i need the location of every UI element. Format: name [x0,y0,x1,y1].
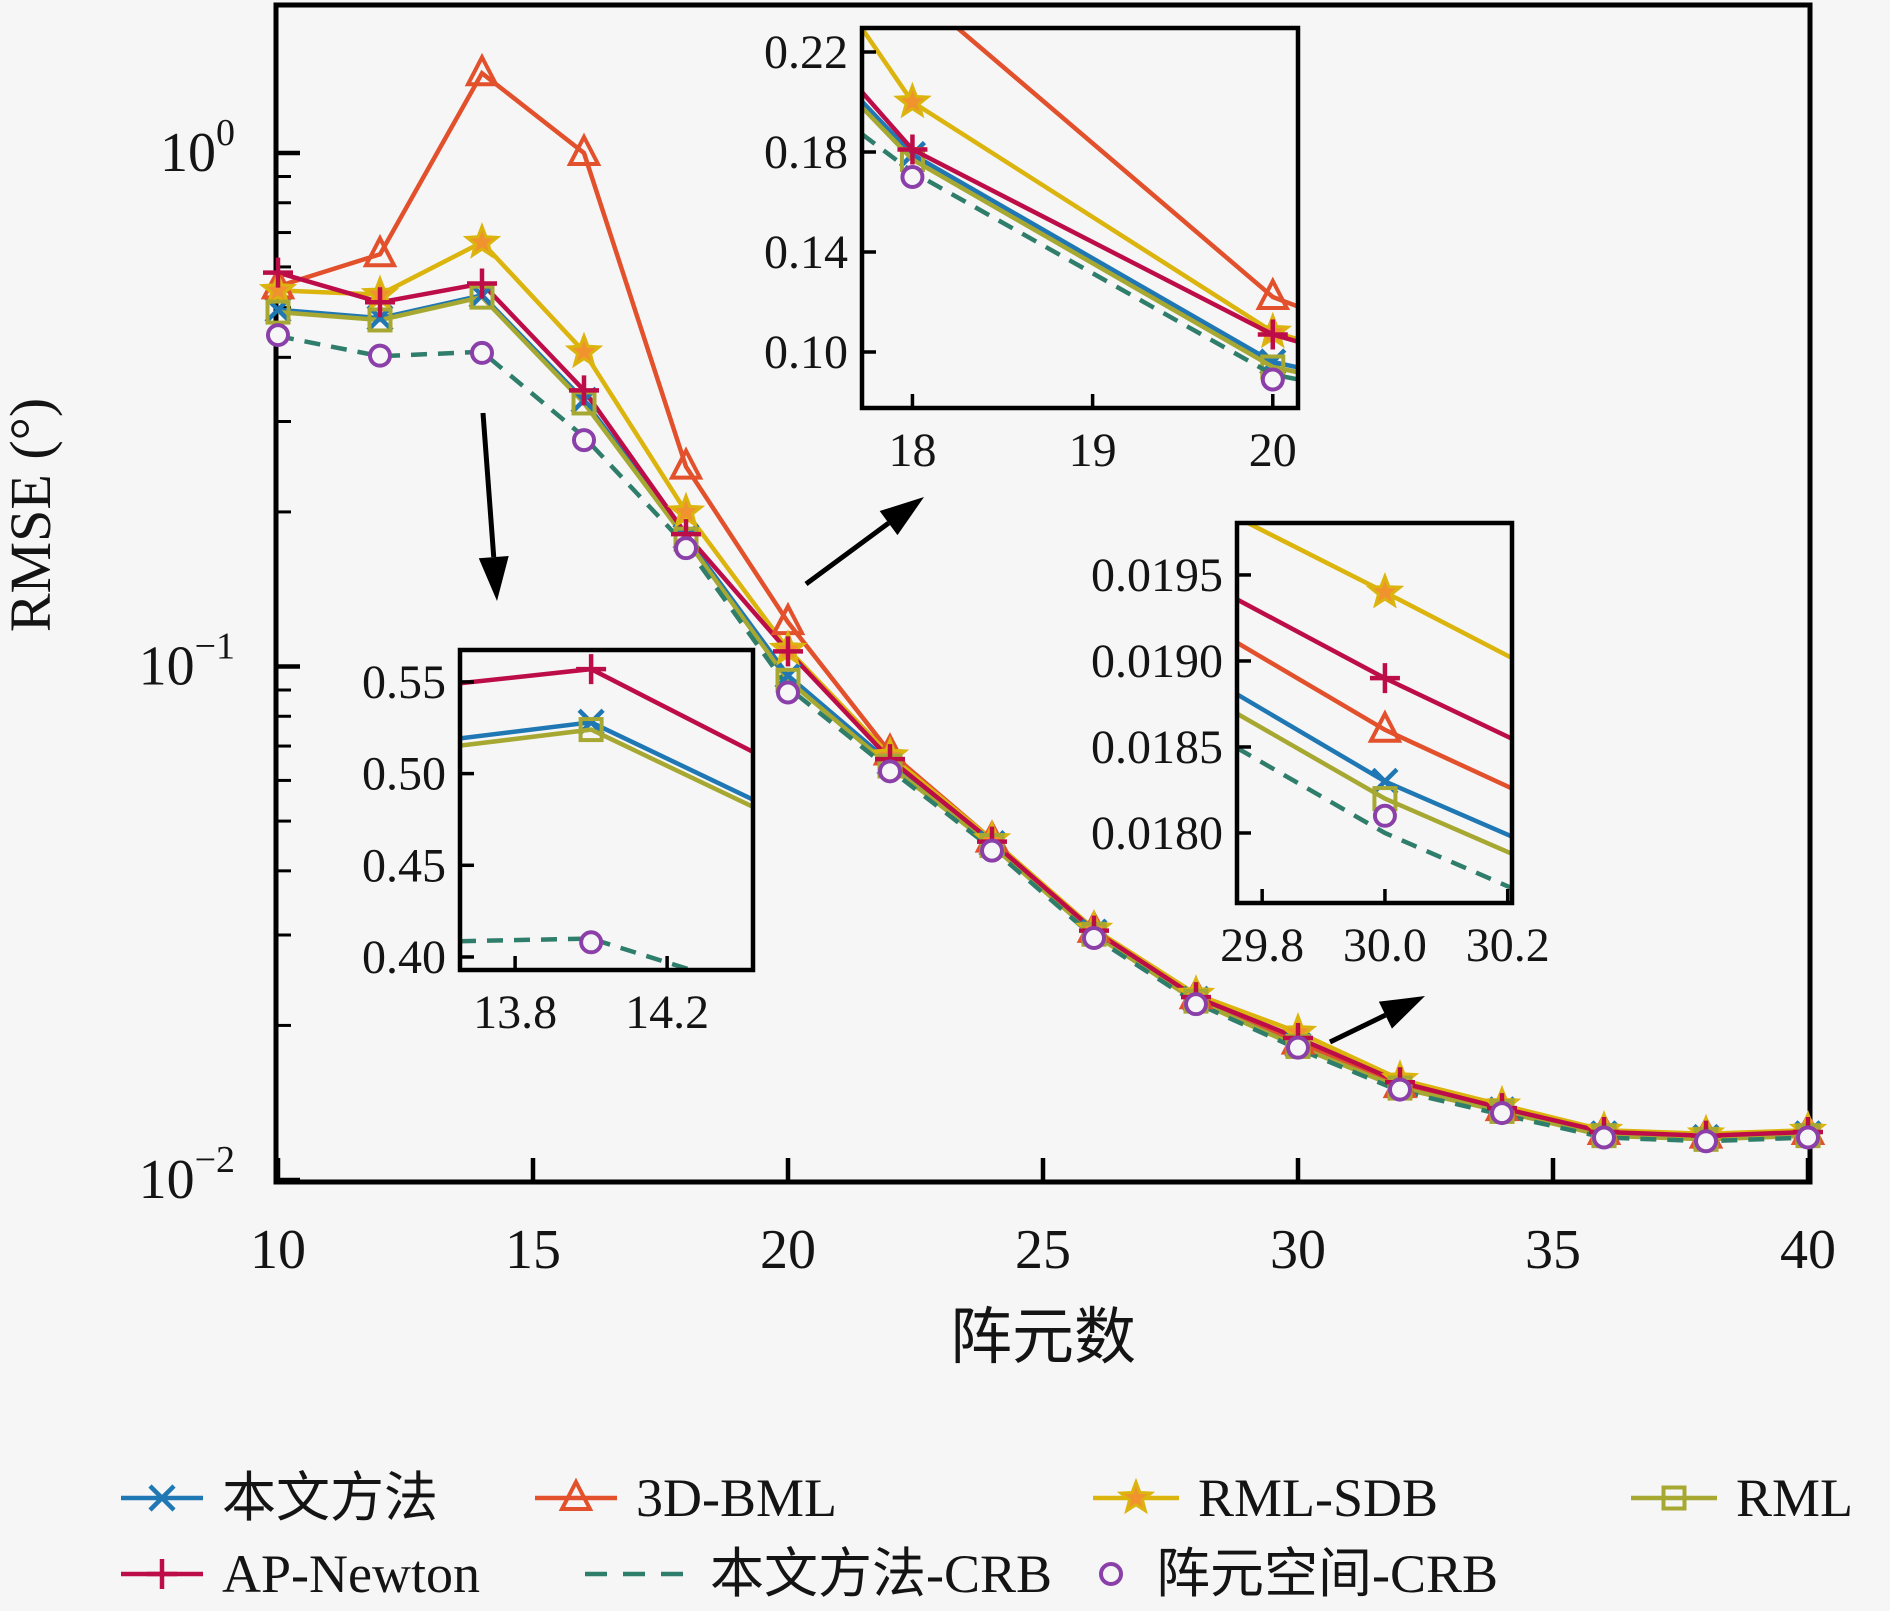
series-line-4 [278,270,1808,1138]
inset-x-tick-19: 19 [1069,424,1117,477]
series-markers-6 [266,323,1820,1154]
y-axis-title: RMSE (°) [0,398,63,632]
y-tick-label-10e-1: 10−1 [139,626,235,698]
inset-x-tick-18: 18 [888,424,936,477]
x-axis-title: 阵元数 [950,1304,1136,1372]
inset-x-tick-29.8: 29.8 [1220,919,1304,972]
series-line-3 [278,294,1808,1142]
inset-y-tick-0.18: 0.18 [764,126,848,179]
inset-x-tick-30.0: 30.0 [1343,919,1427,972]
x-tick-label-15: 15 [505,1219,561,1281]
inset-zoom-13.8-14.2: 13.8 14.2 0.40 0.45 0.50 0.55 [362,647,756,1039]
inset-y-tick-0.40: 0.40 [362,931,446,984]
inset-y-tick-0.14: 0.14 [764,226,848,279]
y-tick-label-10e-2: 10−2 [139,1139,235,1211]
series-markers-1 [260,52,1826,1149]
y-tick-label-10e0: 100 [160,112,235,184]
inset-y-tick-0.0195: 0.0195 [1091,549,1223,602]
axis-ticks [275,150,1811,1183]
x-tick-label-35: 35 [1525,1219,1581,1281]
inset-y-tick-0.50: 0.50 [362,748,446,801]
inset-y-tick-0.22: 0.22 [764,26,848,79]
inset-arrows [478,412,1425,1045]
inset-y-tick-0.0190: 0.0190 [1091,635,1223,688]
inset-x-tick-30.2: 30.2 [1466,919,1550,972]
inset-y-tick-0.0180: 0.0180 [1091,807,1223,860]
zoom-insets: 18 19 20 0.10 0.14 0.18 0.22 13.8 14.2 0.40 0.45 0.… [362,25,1550,1039]
inset-zoom-18-20: 18 19 20 0.10 0.14 0.18 0.22 [764,25,1301,477]
data-markers [258,52,1828,1154]
inset-x-tick-14.2: 14.2 [625,986,709,1039]
inset-y-tick-0.45: 0.45 [362,839,446,892]
inset-y-tick-0.0185: 0.0185 [1091,721,1223,774]
x-tick-label-30: 30 [1270,1219,1326,1281]
x-tick-label-40: 40 [1780,1219,1836,1281]
series-line-5 [278,333,1808,1144]
inset-y-tick-0.55: 0.55 [362,656,446,709]
x-tick-label-25: 25 [1015,1219,1071,1281]
inset-x-tick-13.8: 13.8 [473,986,557,1039]
main-axes [273,2,1813,1185]
inset-x-tick-20: 20 [1249,424,1297,477]
inset-zoom-29.8-30.2: 29.8 30.0 30.2 0.0180 0.0185 0.0190 0.0195 [1091,520,1550,972]
inset-y-tick-0.10: 0.10 [764,326,848,379]
x-tick-label-20: 20 [760,1219,816,1281]
axis-tick-labels: 10 15 20 25 30 35 40 100 10−1 10−2 [139,112,1836,1281]
x-tick-label-10: 10 [250,1219,306,1281]
data-series [278,69,1808,1144]
